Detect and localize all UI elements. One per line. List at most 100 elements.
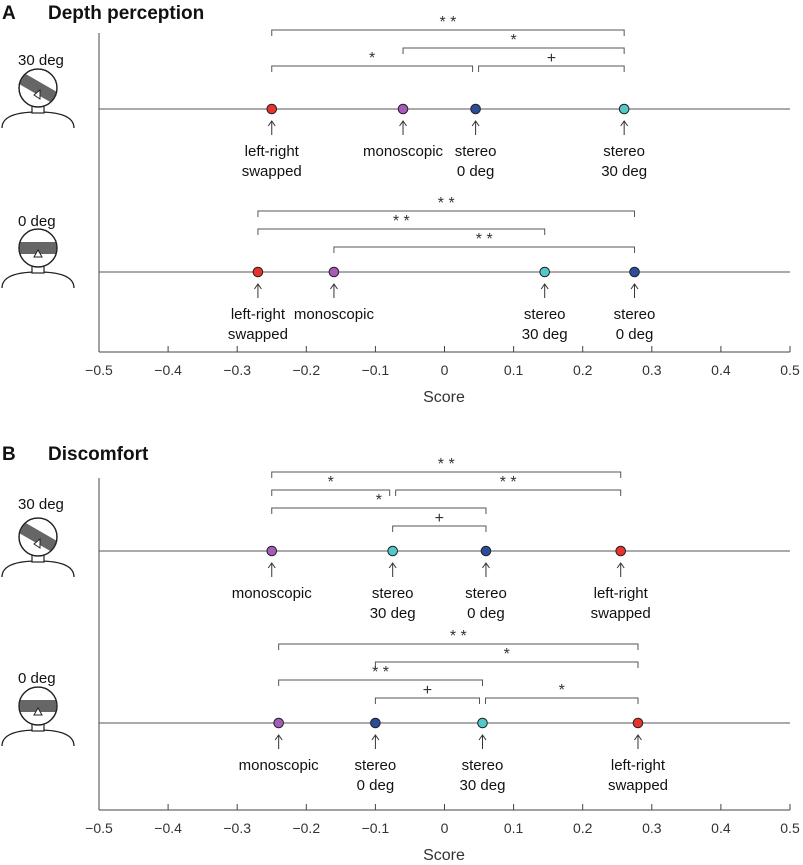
condition-label: 30 deg bbox=[18, 52, 64, 69]
condition-point-label: left-right swapped bbox=[242, 143, 302, 180]
arrow-marker bbox=[371, 734, 380, 749]
x-tick-label: 0.4 bbox=[711, 362, 731, 378]
x-tick-label: −0.2 bbox=[292, 820, 320, 836]
panel-a-xticks: −0.5 −0.4 −0.3 −0.2 −0.1 0 0.1 0.2 0.3 0.4 0.5 bbox=[85, 346, 800, 378]
arrow-marker bbox=[482, 562, 490, 577]
significance-label: * * bbox=[476, 231, 493, 248]
score-point bbox=[539, 266, 550, 278]
score-point bbox=[629, 266, 640, 278]
significance-label: * * bbox=[393, 213, 410, 230]
condition-point-label: stereo 30 deg bbox=[522, 306, 568, 343]
significance-label: * bbox=[504, 646, 510, 663]
score-point bbox=[273, 717, 284, 729]
panel-a-xlabel: Score bbox=[423, 389, 465, 406]
condition-point-label: left-right swapped bbox=[608, 757, 668, 794]
condition-point-label: monoscopic bbox=[294, 306, 375, 323]
x-tick-label: −0.5 bbox=[85, 820, 113, 836]
score-point bbox=[252, 266, 264, 278]
condition-point-label: stereo 0 deg bbox=[455, 143, 497, 180]
score-point bbox=[477, 717, 488, 729]
condition-point-label: stereo 0 deg bbox=[465, 585, 507, 622]
x-tick-label: −0.3 bbox=[223, 362, 251, 378]
arrow-marker bbox=[274, 734, 283, 749]
arrow-marker bbox=[478, 734, 487, 749]
x-tick-label: 0.5 bbox=[780, 362, 800, 378]
condition-point-label: monoscopic bbox=[239, 757, 320, 774]
significance-label: + bbox=[547, 50, 556, 67]
condition-point-label: stereo 0 deg bbox=[614, 306, 656, 343]
significance-bracket: * * bbox=[395, 474, 622, 496]
arrow-marker bbox=[616, 562, 625, 577]
significance-bracket: * * bbox=[257, 213, 546, 235]
arrow-marker bbox=[254, 283, 262, 298]
significance-bracket: * bbox=[374, 646, 639, 668]
significance-bracket: * * bbox=[278, 664, 484, 686]
significance-bracket: * * bbox=[271, 14, 625, 36]
x-tick-label: 0.1 bbox=[504, 362, 524, 378]
score-point bbox=[370, 717, 381, 729]
significance-label: * * bbox=[372, 664, 389, 681]
condition-point-label: stereo 30 deg bbox=[370, 585, 416, 622]
significance-label: * * bbox=[440, 14, 457, 31]
significance-bracket: * * bbox=[271, 456, 622, 478]
panel-b-row-30deg: 30 deg * * * * * * + monoscopic stereo 30 deg ste… bbox=[1, 456, 790, 622]
x-tick-label: −0.1 bbox=[362, 820, 390, 836]
head-icon bbox=[1, 228, 75, 289]
significance-label: * bbox=[328, 474, 334, 491]
significance-label: + bbox=[435, 510, 444, 527]
condition-label: 0 deg bbox=[18, 670, 56, 687]
arrow-marker bbox=[330, 283, 338, 298]
significance-label: * bbox=[376, 492, 382, 509]
significance-bracket: * * bbox=[278, 628, 639, 650]
panel-a-row-0deg: 0 deg * * * * * * left-right swapped monoscopi… bbox=[1, 195, 790, 343]
arrow-marker bbox=[388, 562, 397, 577]
significance-label: * * bbox=[438, 195, 455, 212]
significance-label: * bbox=[510, 32, 516, 49]
significance-bracket: + bbox=[478, 50, 625, 72]
x-tick-label: 0.3 bbox=[642, 820, 662, 836]
condition-point-label: monoscopic bbox=[232, 585, 313, 602]
panel-b-title: Discomfort bbox=[48, 444, 149, 465]
significance-bracket: * bbox=[271, 492, 487, 514]
significance-bracket: * bbox=[271, 474, 391, 496]
significance-bracket: * * bbox=[257, 195, 636, 217]
arrow-marker bbox=[634, 734, 642, 749]
condition-point-label: stereo 30 deg bbox=[460, 757, 506, 794]
panel-b-xlabel: Score bbox=[423, 847, 465, 864]
arrow-marker bbox=[267, 120, 276, 135]
score-point bbox=[470, 103, 481, 115]
panel-a-title: Depth perception bbox=[48, 3, 204, 24]
x-tick-label: −0.3 bbox=[223, 820, 251, 836]
significance-bracket: * bbox=[271, 50, 474, 72]
x-tick-label: 0.3 bbox=[642, 362, 662, 378]
score-point bbox=[387, 545, 398, 557]
x-tick-label: 0 bbox=[441, 362, 449, 378]
x-tick-label: 0.5 bbox=[780, 820, 800, 836]
condition-point-label: left-right swapped bbox=[228, 306, 288, 343]
x-tick-label: 0.1 bbox=[504, 820, 524, 836]
x-tick-label: 0 bbox=[441, 820, 449, 836]
significance-label: * bbox=[559, 682, 565, 699]
score-point bbox=[397, 103, 409, 115]
x-tick-label: 0.2 bbox=[573, 362, 593, 378]
x-tick-label: 0.2 bbox=[573, 820, 593, 836]
panel-b-xticks: −0.5 −0.4 −0.3 −0.2 −0.1 0 0.1 0.2 0.3 0.4 0.5 bbox=[85, 804, 800, 836]
x-tick-label: −0.4 bbox=[154, 362, 182, 378]
condition-point-label: stereo 0 deg bbox=[355, 757, 397, 794]
head-icon bbox=[1, 686, 75, 747]
score-point bbox=[632, 717, 644, 729]
score-point bbox=[618, 103, 630, 115]
significance-bracket: + bbox=[392, 510, 487, 532]
head-icon bbox=[1, 517, 75, 578]
score-point bbox=[480, 545, 492, 557]
x-tick-label: −0.4 bbox=[154, 820, 182, 836]
significance-label: + bbox=[423, 682, 432, 699]
condition-point-label: stereo 30 deg bbox=[601, 143, 647, 180]
x-tick-label: −0.2 bbox=[292, 362, 320, 378]
condition-point-label: monoscopic bbox=[363, 143, 444, 160]
arrow-marker bbox=[630, 283, 639, 298]
x-tick-label: 0.4 bbox=[711, 820, 731, 836]
significance-bracket: * bbox=[485, 682, 639, 704]
condition-label: 30 deg bbox=[18, 496, 64, 513]
